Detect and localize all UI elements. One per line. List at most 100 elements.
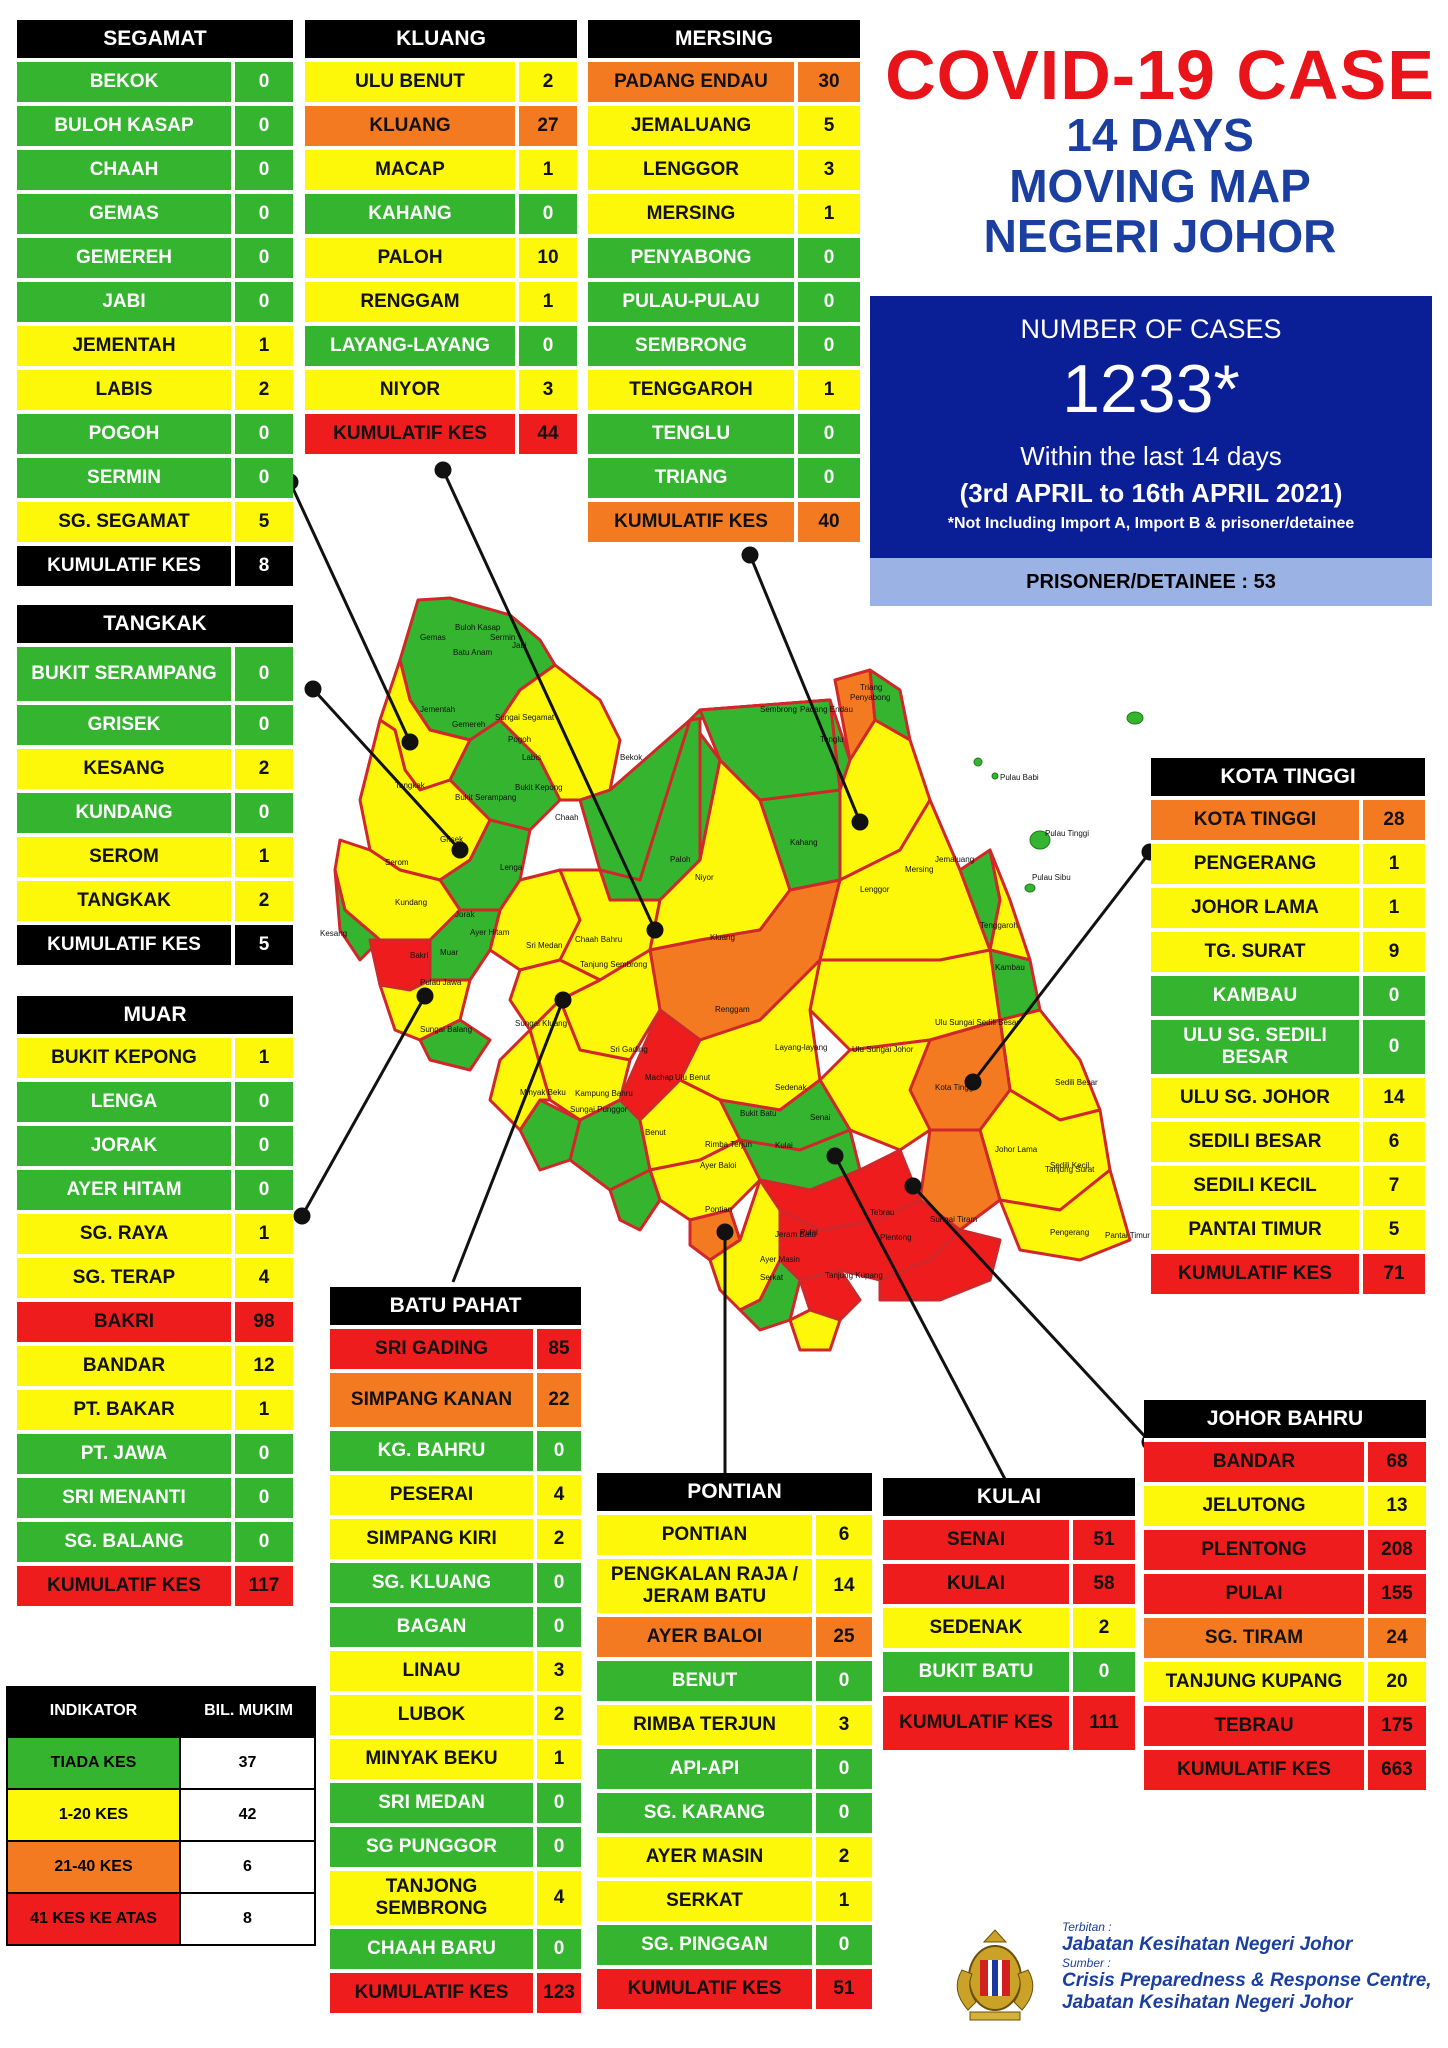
map-place-label: Sri Gading (610, 1045, 648, 1054)
mukim-name: ULU SG. SEDILI BESAR (1151, 1020, 1363, 1074)
district-header: TANGKAK (17, 605, 293, 647)
mukim-name: KESANG (17, 749, 235, 789)
legend-header: INDIKATOR BIL. MUKIM (6, 1686, 316, 1738)
map-place-label: Sedili Kecil (1050, 1161, 1089, 1170)
district-header: BATU PAHAT (330, 1287, 581, 1329)
mukim-row: SG. SEGAMAT 5 (17, 502, 293, 546)
map-place-label: Jeram Batu (775, 1230, 816, 1239)
mukim-cases: 5 (235, 925, 293, 965)
mukim-row: BUKIT KEPONG 1 (17, 1038, 293, 1082)
mukim-name: MERSING (588, 194, 798, 234)
mukim-cases: 14 (816, 1559, 872, 1613)
mukim-cases: 0 (519, 194, 577, 234)
district-header: KLUANG (305, 20, 577, 62)
mukim-name: SEDENAK (883, 1608, 1073, 1648)
map-place-label: Serkat (760, 1273, 784, 1282)
map-place-label: Senai (810, 1113, 831, 1122)
map-place-label: Bekok (620, 753, 643, 762)
mukim-cases: 85 (537, 1329, 581, 1369)
mukim-cases: 0 (235, 282, 293, 322)
mukim-row: SG. TIRAM 24 (1144, 1618, 1426, 1662)
mukim-cases: 12 (235, 1346, 293, 1386)
mukim-row: LENGA 0 (17, 1082, 293, 1126)
map-place-label: Rimba Terjun (705, 1140, 752, 1149)
mukim-cases: 58 (1073, 1564, 1135, 1604)
mukim-name: SEDILI KECIL (1151, 1166, 1363, 1206)
mukim-row: KUMULATIF KES 111 (883, 1696, 1135, 1754)
mukim-name: PT. BAKAR (17, 1390, 235, 1430)
mukim-cases: 0 (235, 793, 293, 833)
mukim-name: BAGAN (330, 1607, 537, 1647)
sumber-line-2: Jabatan Kesihatan Negeri Johor (1062, 1991, 1353, 2013)
mukim-cases: 51 (816, 1969, 872, 2009)
cases-total: 1233* (1062, 351, 1240, 427)
mukim-name: MACAP (305, 150, 519, 190)
mukim-row: TANJONG SEMBRONG 4 (330, 1871, 581, 1929)
mukim-row: PT. BAKAR 1 (17, 1390, 293, 1434)
district-table-mersing: MERSING PADANG ENDAU 30 JEMALUANG 5 LENGGOR 3 M… (588, 20, 860, 546)
mukim-row: TANJUNG KUPANG 20 (1144, 1662, 1426, 1706)
mukim-name: PENGKALAN RAJA / JERAM BATU (597, 1559, 816, 1613)
mukim-name: CHAAH (17, 150, 235, 190)
mukim-cases: 4 (537, 1475, 581, 1515)
mukim-row: BUKIT SERAMPANG 0 (17, 647, 293, 705)
mukim-cases: 2 (537, 1519, 581, 1559)
map-place-label: Kampung Bahru (575, 1089, 633, 1098)
district-table-pontian: PONTIAN PONTIAN 6 PENGKALAN RAJA / JERAM BA… (597, 1473, 872, 2013)
map-place-label: Pulau Sibu (1032, 873, 1071, 882)
terbitan-label: Terbitan : (1062, 1920, 1112, 1934)
mukim-name: TG. SURAT (1151, 932, 1363, 972)
mukim-row: GRISEK 0 (17, 705, 293, 749)
mukim-name: LENGA (17, 1082, 235, 1122)
mukim-cases: 3 (519, 370, 577, 410)
mukim-name: LINAU (330, 1651, 537, 1691)
mukim-cases: 1 (235, 1038, 293, 1078)
mukim-cases: 0 (235, 458, 293, 498)
mukim-row: TG. SURAT 9 (1151, 932, 1425, 976)
map-place-label: Sermin (490, 633, 515, 642)
title-block: COVID-19 CASE 14 DAYS MOVING MAP NEGERI … (880, 40, 1440, 262)
map-place-label: Labis (522, 753, 541, 762)
mukim-cases: 0 (537, 1783, 581, 1823)
mukim-name: BAKRI (17, 1302, 235, 1342)
mukim-name: POGOH (17, 414, 235, 454)
mukim-name: SG. RAYA (17, 1214, 235, 1254)
mukim-cases: 7 (1363, 1166, 1425, 1206)
mukim-cases: 3 (537, 1651, 581, 1691)
mukim-name: SIMPANG KIRI (330, 1519, 537, 1559)
mukim-row: LINAU 3 (330, 1651, 581, 1695)
mukim-row: KUNDANG 0 (17, 793, 293, 837)
mukim-cases: 0 (235, 1170, 293, 1210)
legend-row: 21-40 KES 6 (6, 1842, 316, 1894)
mukim-cases: 0 (235, 647, 293, 701)
mukim-row: SG. BALANG 0 (17, 1522, 293, 1566)
mukim-cases: 40 (798, 502, 860, 542)
mukim-name: SEROM (17, 837, 235, 877)
mukim-row: BULOH KASAP 0 (17, 106, 293, 150)
mukim-name: PENGERANG (1151, 844, 1363, 884)
mukim-name: KLUANG (305, 106, 519, 146)
mukim-row: AYER MASIN 2 (597, 1837, 872, 1881)
mukim-row: BANDAR 68 (1144, 1442, 1426, 1486)
district-header: MUAR (17, 996, 293, 1038)
mukim-row: JOHOR LAMA 1 (1151, 888, 1425, 932)
mukim-row: TENGLU 0 (588, 414, 860, 458)
district-header: JOHOR BAHRU (1144, 1400, 1426, 1442)
mukim-row: PADANG ENDAU 30 (588, 62, 860, 106)
mukim-name: SG. PINGGAN (597, 1925, 816, 1965)
mukim-name: SERKAT (597, 1881, 816, 1921)
cases-window: Within the last 14 days (1020, 441, 1282, 471)
map-place-label: Machap (645, 1073, 674, 1082)
mukim-row: KUMULATIF KES 123 (330, 1973, 581, 2017)
map-place-label: Chaah Bahru (575, 935, 622, 944)
title-line-1: 14 DAYS (1066, 109, 1254, 161)
map-place-label: Pulau Jawa (420, 978, 462, 987)
mukim-row: KLUANG 27 (305, 106, 577, 150)
mukim-cases: 1 (537, 1739, 581, 1779)
mukim-name: BEKOK (17, 62, 235, 102)
mukim-cases: 0 (798, 326, 860, 366)
map-place-label: Minyak Beku (520, 1088, 566, 1097)
mukim-row: KUMULATIF KES 117 (17, 1566, 293, 1610)
mukim-cases: 175 (1368, 1706, 1426, 1746)
mukim-row: PENYABONG 0 (588, 238, 860, 282)
